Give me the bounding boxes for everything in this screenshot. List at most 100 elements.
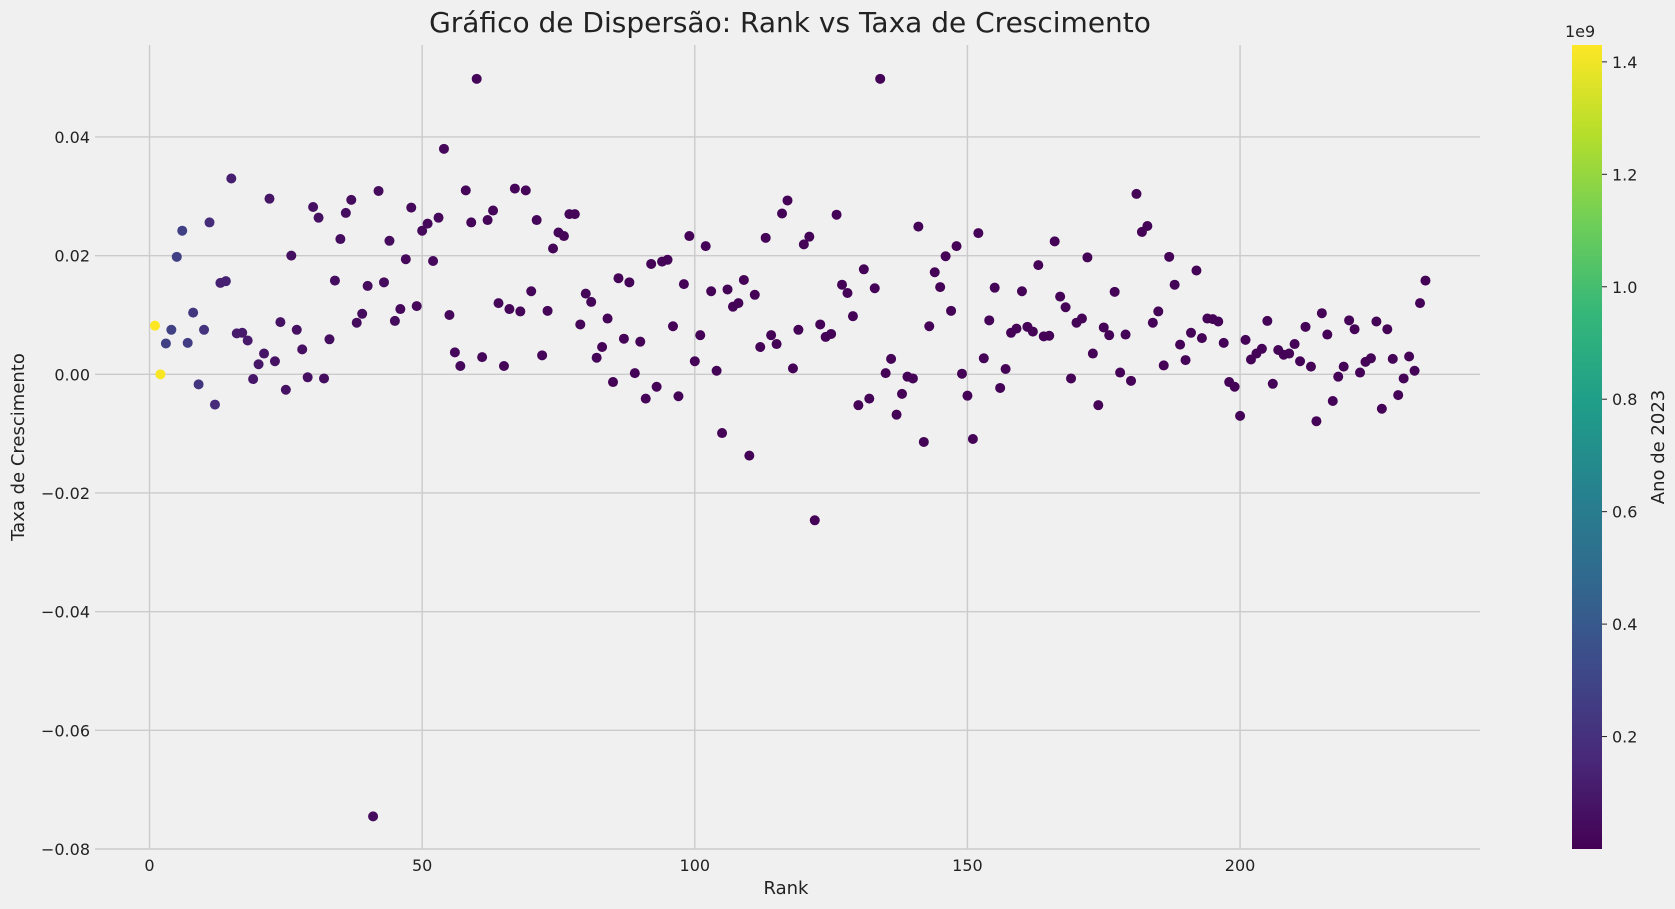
- data-point: [618, 333, 629, 344]
- data-point: [749, 289, 760, 300]
- data-point: [787, 363, 798, 374]
- data-point: [1142, 220, 1153, 231]
- data-point: [689, 356, 700, 367]
- data-point: [624, 277, 635, 288]
- colorbar-tick-label: 0.6: [1612, 503, 1637, 522]
- data-point: [1327, 396, 1338, 407]
- data-point: [308, 201, 319, 212]
- data-point: [1186, 327, 1197, 338]
- data-point: [1316, 308, 1327, 319]
- data-point: [1218, 337, 1229, 348]
- data-point: [199, 324, 210, 335]
- data-point: [1409, 365, 1420, 376]
- data-point: [967, 433, 978, 444]
- x-tick-label: 150: [952, 856, 983, 875]
- data-point: [411, 301, 422, 312]
- data-point: [1131, 188, 1142, 199]
- data-point: [629, 368, 640, 379]
- data-point: [1387, 353, 1398, 364]
- data-point: [1235, 410, 1246, 421]
- y-tick-label: 0.02: [54, 247, 90, 266]
- data-point: [433, 212, 444, 223]
- colorbar-tick-label: 0.8: [1612, 390, 1637, 409]
- data-point: [1060, 302, 1071, 313]
- data-point: [1371, 316, 1382, 327]
- data-point: [760, 232, 771, 243]
- y-tick-label: 0.00: [54, 365, 90, 384]
- data-point: [711, 365, 722, 376]
- data-point: [400, 254, 411, 265]
- data-point: [1016, 286, 1027, 297]
- data-point: [946, 305, 957, 316]
- data-points: [149, 73, 1431, 822]
- data-point: [264, 193, 275, 204]
- data-point: [449, 347, 460, 358]
- data-point: [1115, 367, 1126, 378]
- data-point: [613, 273, 624, 284]
- data-point: [586, 296, 597, 307]
- data-point: [608, 377, 619, 388]
- data-point: [646, 258, 657, 269]
- data-point: [237, 327, 248, 338]
- chart-title: Gráfico de Dispersão: Rank vs Taxa de Cr…: [429, 6, 1151, 39]
- data-point: [1191, 265, 1202, 276]
- data-point: [864, 393, 875, 404]
- data-point: [275, 317, 286, 328]
- data-point: [869, 283, 880, 294]
- data-point: [755, 342, 766, 353]
- data-point: [842, 288, 853, 299]
- data-point: [493, 298, 504, 309]
- data-point: [722, 284, 733, 295]
- data-point: [482, 215, 493, 226]
- y-tick-label: −0.04: [41, 603, 90, 622]
- data-point: [678, 279, 689, 290]
- x-axis-title: Rank: [764, 878, 810, 899]
- data-point: [389, 315, 400, 326]
- data-point: [1349, 324, 1360, 335]
- data-point: [1267, 378, 1278, 389]
- data-point: [837, 279, 848, 290]
- data-point: [826, 328, 837, 339]
- data-point: [989, 282, 1000, 293]
- data-point: [880, 368, 891, 379]
- data-point: [924, 321, 935, 332]
- data-point: [1404, 351, 1415, 362]
- data-point: [1289, 339, 1300, 350]
- data-point: [1011, 323, 1022, 334]
- data-point: [1365, 353, 1376, 364]
- data-point: [477, 352, 488, 363]
- data-point: [684, 231, 695, 242]
- data-point: [1240, 334, 1251, 345]
- data-point: [1126, 375, 1137, 386]
- data-point: [313, 212, 324, 223]
- data-point: [575, 319, 586, 330]
- data-point: [1033, 260, 1044, 271]
- data-point: [662, 254, 673, 265]
- data-point: [809, 515, 820, 526]
- data-point: [962, 390, 973, 401]
- data-point: [542, 305, 553, 316]
- data-point: [509, 183, 520, 194]
- data-point: [395, 304, 406, 315]
- colorbar-title: Ano de 2023: [1648, 390, 1669, 505]
- colorbar-tick-label: 1.2: [1612, 165, 1637, 184]
- data-point: [362, 280, 373, 291]
- data-point: [651, 381, 662, 392]
- y-tick-label: −0.08: [41, 840, 90, 859]
- data-point: [329, 275, 340, 286]
- data-point: [220, 276, 231, 287]
- data-point: [913, 221, 924, 232]
- colorbar-offset-text: 1e9: [1565, 22, 1595, 41]
- data-point: [357, 308, 368, 319]
- data-point: [1393, 390, 1404, 401]
- data-point: [853, 400, 864, 411]
- data-point: [597, 342, 608, 353]
- data-point: [335, 234, 346, 245]
- data-point: [324, 334, 335, 345]
- data-point: [940, 251, 951, 262]
- data-point: [706, 286, 717, 297]
- data-point: [1055, 291, 1066, 302]
- data-point: [1213, 316, 1224, 327]
- colorbar: [1572, 45, 1602, 849]
